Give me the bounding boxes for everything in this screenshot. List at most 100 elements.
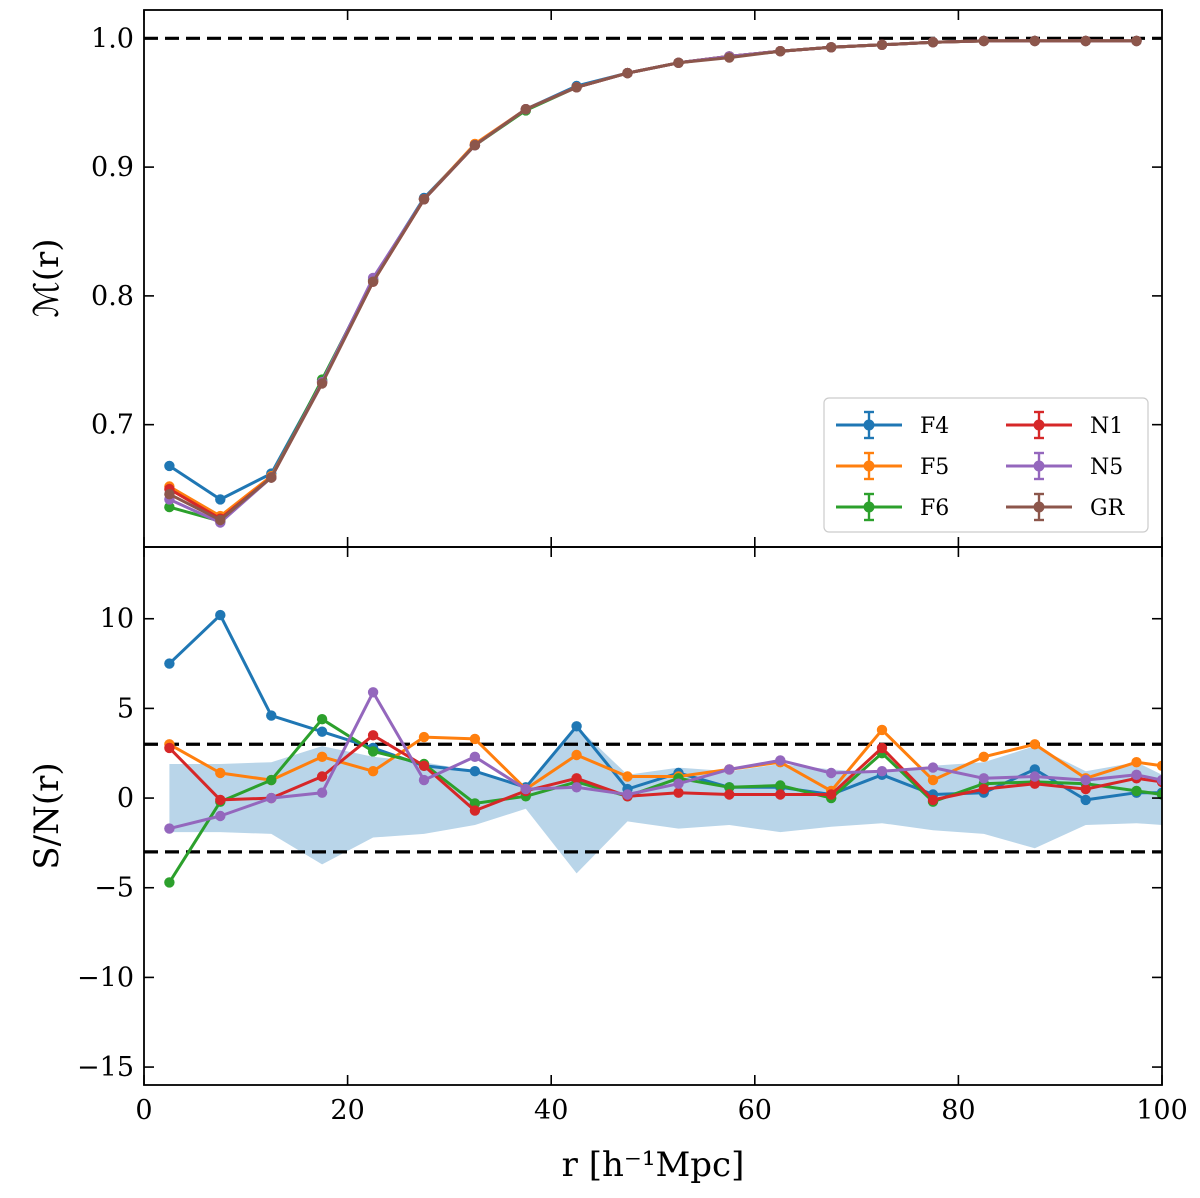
legend-entry-gr: GR — [1006, 492, 1126, 522]
bottom-series-f4-point — [215, 609, 226, 621]
top-panel-m-of-r: 0.7 0.8 0.9 1.0 ℳ(r) F4 F5 F6 N1 N5 GR — [27, 9, 1163, 548]
bottom-series-f5-point — [978, 751, 989, 762]
bottom-series-n5-point — [927, 762, 939, 773]
bottom-series-n1-point — [673, 787, 684, 798]
bottom-series-n5-point — [266, 792, 277, 804]
x-tick-label: 100 — [1136, 1095, 1188, 1126]
top-series-gr-point — [673, 57, 684, 68]
bottom-series-n1-point — [164, 742, 175, 754]
x-tick-label: 40 — [534, 1095, 568, 1126]
bottom-series-f6-point — [164, 877, 175, 888]
bottom-series-f4-point — [266, 710, 277, 721]
bottom-series-f4-point — [164, 658, 175, 669]
bottom-series-f6-point — [266, 774, 277, 786]
bottom-series-n5-point — [316, 787, 328, 798]
legend-label: F6 — [920, 496, 949, 521]
x-axis-label: r [h⁻¹Mpc] — [562, 1145, 745, 1185]
bottom-series-f5-point — [1131, 757, 1142, 768]
bottom-series-f4-point — [571, 721, 582, 732]
bottom-series-n5-point — [215, 810, 226, 822]
bottom-series-f6-point — [469, 798, 481, 809]
bottom-series-n1-point — [876, 742, 888, 754]
bottom-series-n5-point — [826, 767, 837, 779]
bottom-series-n5-point — [978, 773, 989, 784]
top-series-gr-point — [571, 82, 582, 93]
bottom-series-f5-point — [876, 724, 888, 736]
legend-entry-n5: N5 — [1006, 451, 1123, 481]
top-series-gr-line — [168, 39, 1137, 522]
top-series-gr-point — [876, 39, 888, 50]
bottom-series-n5-point — [622, 789, 633, 800]
bottom-series-n1-point — [571, 773, 582, 784]
bottom-series-n5-point — [724, 764, 735, 775]
bottom-series-f6-point — [367, 746, 379, 757]
legend-marker-swatch — [863, 419, 875, 431]
bottom-series-n1-point — [775, 789, 786, 800]
bottom-series-f5-point — [1156, 760, 1162, 771]
bottom-series-n5-point — [520, 783, 531, 795]
legend-entry-f5: F5 — [836, 451, 949, 481]
bottom-series-f5-point — [367, 766, 379, 777]
bottom-axes: 0 20 40 60 80 100 −15 −10 −5 0 5 10 — [77, 547, 1188, 1126]
bottom-series-n1-point — [826, 789, 837, 800]
bottom-series-n5-point — [164, 823, 175, 834]
legend-box — [823, 397, 1149, 533]
legend-label: GR — [1090, 496, 1126, 521]
top-series-gr-point — [1080, 35, 1091, 47]
top-series-gr-point — [520, 104, 531, 115]
legend-marker-swatch — [863, 460, 875, 472]
top-plot-area — [144, 35, 1162, 528]
top-series-gr-point — [367, 276, 379, 287]
bottom-series-f5-point — [1029, 739, 1041, 750]
legend-marker-swatch — [1033, 419, 1045, 431]
bottom-series-f4-point — [316, 726, 328, 737]
top-series-gr-point — [622, 67, 633, 79]
top-series-gr-point — [316, 378, 328, 389]
bottom-series-n5-point — [571, 782, 582, 793]
bottom-series-n5-point — [876, 766, 888, 777]
legend-marker-swatch — [863, 501, 875, 513]
top-y-tick-label: 0.7 — [91, 410, 134, 441]
legend-label: N5 — [1090, 455, 1123, 480]
bottom-series-f5-point — [316, 751, 328, 762]
bottom-y-tick-label: −10 — [77, 962, 134, 993]
bottom-series-f4-point — [1080, 794, 1091, 806]
top-series-f4-point — [164, 460, 175, 472]
bottom-series-n1-point — [724, 789, 735, 800]
x-tick-label: 20 — [330, 1095, 364, 1126]
top-series-gr-point — [978, 35, 989, 47]
bottom-series-f6-point — [775, 780, 786, 791]
bottom-series-n5-point — [418, 774, 430, 786]
bottom-series-f5-point — [927, 774, 939, 786]
bottom-y-tick-label: 10 — [100, 604, 134, 635]
legend-label: F4 — [920, 414, 949, 439]
bottom-axes-frame — [143, 546, 1163, 1086]
bottom-y-axis-label: S/N(r) — [27, 762, 67, 869]
bottom-series-f6-point — [1156, 789, 1162, 800]
legend-marker-swatch — [1033, 501, 1045, 513]
bottom-series-n5-point — [775, 755, 786, 766]
top-y-tick-label: 0.9 — [91, 152, 134, 183]
top-series-gr-point — [1131, 35, 1142, 47]
bottom-series-n5-point — [1131, 769, 1142, 780]
top-series-gr-point — [164, 489, 175, 500]
bottom-series-n1-point — [1029, 778, 1041, 789]
top-series-gr-point — [1029, 35, 1041, 47]
bottom-series-f5-point — [418, 731, 430, 743]
legend-marker-swatch — [1033, 460, 1045, 472]
top-series-gr-point — [418, 194, 430, 205]
legend-label: N1 — [1090, 414, 1123, 439]
bottom-series-f6-point — [316, 714, 328, 725]
bottom-series-n1-point — [1080, 783, 1091, 795]
bottom-series-n5-point — [367, 687, 379, 698]
x-tick-label: 80 — [941, 1095, 975, 1126]
legend: F4 F5 F6 N1 N5 GR — [823, 397, 1149, 533]
legend-entry-f4: F4 — [836, 410, 949, 440]
legend-label: F5 — [920, 455, 949, 480]
legend-entry-n1: N1 — [1006, 410, 1123, 440]
bottom-y-tick-label: −15 — [77, 1052, 134, 1083]
bottom-series-n1-point — [215, 794, 226, 806]
bottom-series-f6-point — [1131, 785, 1142, 797]
bottom-series-f5-point — [622, 771, 633, 782]
